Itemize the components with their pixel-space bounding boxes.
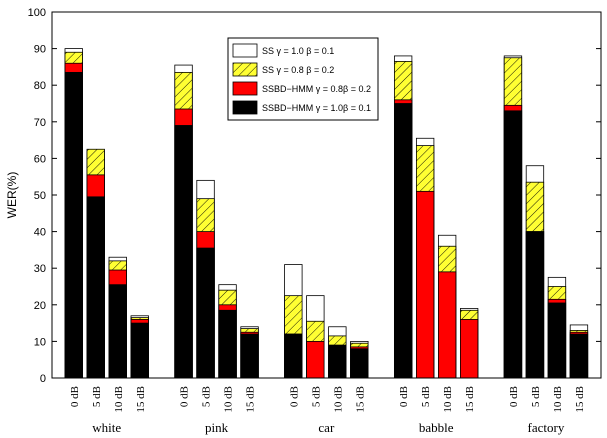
legend-entry-label: SSBD−HMM γ = 0.8β = 0.2: [262, 84, 371, 94]
bar-white-3-series-3: [130, 322, 149, 379]
bar-babble-3-series-2: [459, 319, 479, 379]
y-tick-label: 50: [34, 190, 46, 202]
bar-factory-1-series-3: [525, 231, 545, 379]
legend-swatch: [232, 81, 258, 96]
bar-babble-1-series-2: [415, 190, 435, 379]
bar-white-1-series-3: [86, 196, 105, 379]
bar-factory-0-series-3: [503, 110, 523, 379]
y-axis-ticks: 0 10 20 30 40 50 60 70 80 90 100: [28, 7, 601, 385]
condition-label: 10 dB: [552, 386, 564, 413]
condition-label: 15 dB: [245, 386, 257, 413]
group-label-car: car: [318, 420, 335, 435]
bar-factory-3-series-3: [569, 333, 589, 379]
condition-label: 0 dB: [288, 386, 300, 407]
legend-entry-label: SS γ = 0.8 β = 0.2: [262, 65, 334, 75]
bar-pink-0-series-3: [174, 125, 193, 379]
legend-entry-label: SSBD−HMM γ = 1.0β = 0.1: [262, 103, 371, 113]
condition-label: 10 dB: [332, 386, 344, 413]
condition-label: 10 dB: [442, 386, 454, 413]
condition-label: 15 dB: [354, 386, 366, 413]
bar-factory-2-series-3: [547, 302, 567, 379]
bar-babble-0-series-3: [393, 103, 413, 379]
group-label-factory: factory: [528, 420, 565, 435]
condition-label: 5 dB: [310, 386, 322, 407]
bar-pink-3-series-3: [240, 333, 259, 379]
bar-car-1-series-2: [306, 340, 325, 379]
bar-babble-2-series-2: [437, 271, 457, 379]
y-axis-title: WER(%): [5, 172, 19, 219]
bar-white-2-series-3: [108, 284, 127, 379]
x-axis-labels: 0 dB 5 dB 10 dB 15 dB white 0 dB 5 dB 10 dB 15 d…: [69, 386, 586, 435]
group-label-pink: pink: [205, 420, 229, 435]
condition-label: 5 dB: [91, 386, 103, 407]
condition-label: 5 dB: [420, 386, 432, 407]
y-tick-label: 100: [28, 7, 46, 19]
legend-swatch: [232, 62, 258, 77]
y-tick-label: 80: [34, 80, 46, 92]
bar-car-2-series-3: [328, 344, 347, 379]
y-tick-label: 30: [34, 263, 46, 275]
condition-label: 0 dB: [179, 386, 191, 407]
bar-pink-1-series-3: [196, 247, 215, 379]
y-tick-label: 60: [34, 153, 46, 165]
y-tick-label: 10: [34, 336, 46, 348]
bar-car-3-series-3: [350, 348, 369, 379]
condition-label: 15 dB: [464, 386, 476, 413]
condition-label: 10 dB: [113, 386, 125, 413]
condition-label: 10 dB: [223, 386, 235, 413]
condition-label: 15 dB: [574, 386, 586, 413]
y-tick-label: 90: [34, 44, 46, 56]
y-tick-label: 70: [34, 117, 46, 129]
legend: SS γ = 1.0 β = 0.1 SS γ = 0.8 β = 0.2 SSBD…: [227, 37, 379, 121]
legend-swatch: [232, 43, 258, 58]
bar-car-0-series-3: [284, 333, 303, 379]
plot-area-frame: [51, 11, 602, 379]
condition-label: 15 dB: [135, 386, 147, 413]
y-tick-label: 20: [34, 300, 46, 312]
legend-swatch: [232, 100, 258, 115]
condition-label: 5 dB: [201, 386, 213, 407]
condition-label: 0 dB: [69, 386, 81, 407]
bar-white-0-series-3: [64, 71, 83, 379]
y-tick-label: 0: [40, 373, 46, 385]
condition-label: 5 dB: [530, 386, 542, 407]
y-tick-label: 40: [34, 227, 46, 239]
bar-pink-2-series-3: [218, 309, 237, 379]
condition-label: 0 dB: [508, 386, 520, 407]
condition-label: 0 dB: [398, 386, 410, 407]
group-label-babble: babble: [419, 420, 454, 435]
group-label-white: white: [92, 420, 121, 435]
legend-entry-label: SS γ = 1.0 β = 0.1: [262, 46, 334, 56]
